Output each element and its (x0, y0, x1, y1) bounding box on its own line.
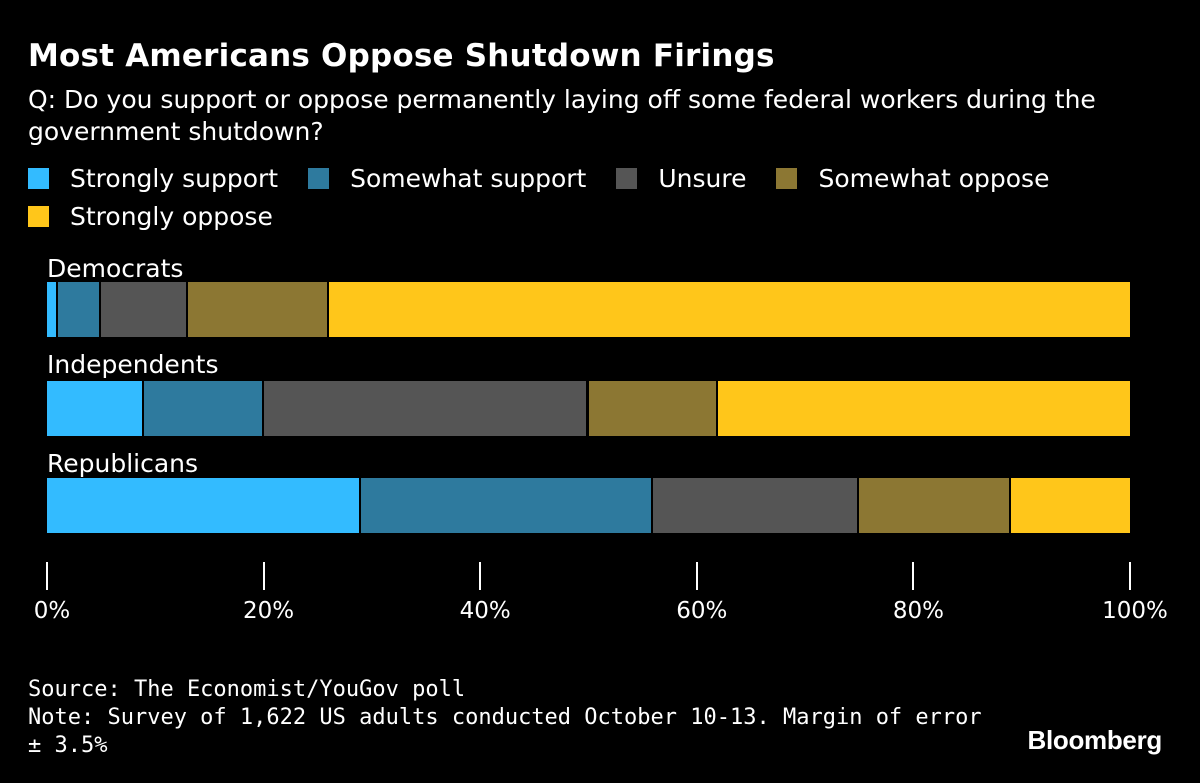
bar-segment (361, 478, 654, 533)
bar-segment (187, 282, 329, 337)
bar-segment (47, 282, 58, 337)
x-tick-label: 60% (676, 598, 728, 624)
source-note: Source: The Economist/YouGov poll (28, 677, 466, 702)
x-tick-label: 0% (33, 598, 71, 624)
x-tick (1129, 562, 1131, 590)
chart-subtitle: Q: Do you support or oppose permanently … (28, 85, 1096, 146)
legend-swatch (28, 205, 49, 227)
legend-item: Somewhat support (308, 162, 586, 194)
legend-item: Strongly oppose (28, 200, 273, 232)
bar-segment (1010, 478, 1130, 533)
bar-segment (653, 478, 860, 533)
bar-segment (57, 282, 102, 337)
legend: Strongly support Somewhat support Unsure So… (28, 162, 1178, 232)
bloomberg-logo: Bloomberg (1027, 725, 1162, 755)
legend-label: Strongly oppose (70, 201, 273, 231)
chart-footer: Source: The Economist/YouGov poll Note: … (28, 676, 988, 760)
legend-label: Unsure (658, 163, 747, 193)
survey-note: Note: Survey of 1,622 US adults conducte… (28, 705, 982, 758)
legend-swatch (28, 167, 49, 189)
category-label: Independents (47, 350, 219, 379)
legend-item: Unsure (616, 162, 746, 194)
bar-segment (144, 381, 264, 436)
legend-label: Strongly support (70, 163, 279, 193)
bar-segment (47, 381, 145, 436)
x-tick-label: 20% (243, 598, 295, 624)
x-tick (695, 562, 698, 590)
legend-swatch (308, 167, 330, 189)
bar-segment (263, 381, 589, 436)
bar-segment (328, 282, 1130, 337)
legend-swatch (776, 167, 798, 189)
legend-label: Somewhat oppose (818, 163, 1050, 193)
bar-segment (859, 478, 1011, 533)
bar-segment (101, 282, 188, 337)
legend-label: Somewhat support (350, 163, 587, 193)
bar-segment (47, 478, 362, 533)
x-tick (262, 562, 265, 590)
stacked-bar (47, 282, 1130, 337)
stacked-bar (47, 478, 1130, 533)
legend-swatch (616, 167, 638, 189)
x-tick-label: 80% (892, 598, 944, 624)
x-tick (46, 562, 48, 590)
legend-item: Somewhat oppose (776, 162, 1049, 194)
x-tick (479, 562, 482, 590)
stacked-bar (47, 381, 1130, 436)
bar-segment (588, 381, 719, 436)
bar-segment (718, 381, 1130, 436)
category-label: Republicans (47, 449, 199, 478)
category-label: Democrats (47, 254, 184, 283)
x-tick-label: 100% (1102, 598, 1168, 624)
legend-item: Strongly support (28, 162, 278, 194)
chart-title: Most Americans Oppose Shutdown Firings (28, 38, 775, 74)
x-tick-label: 40% (459, 598, 511, 624)
x-tick (912, 562, 915, 590)
